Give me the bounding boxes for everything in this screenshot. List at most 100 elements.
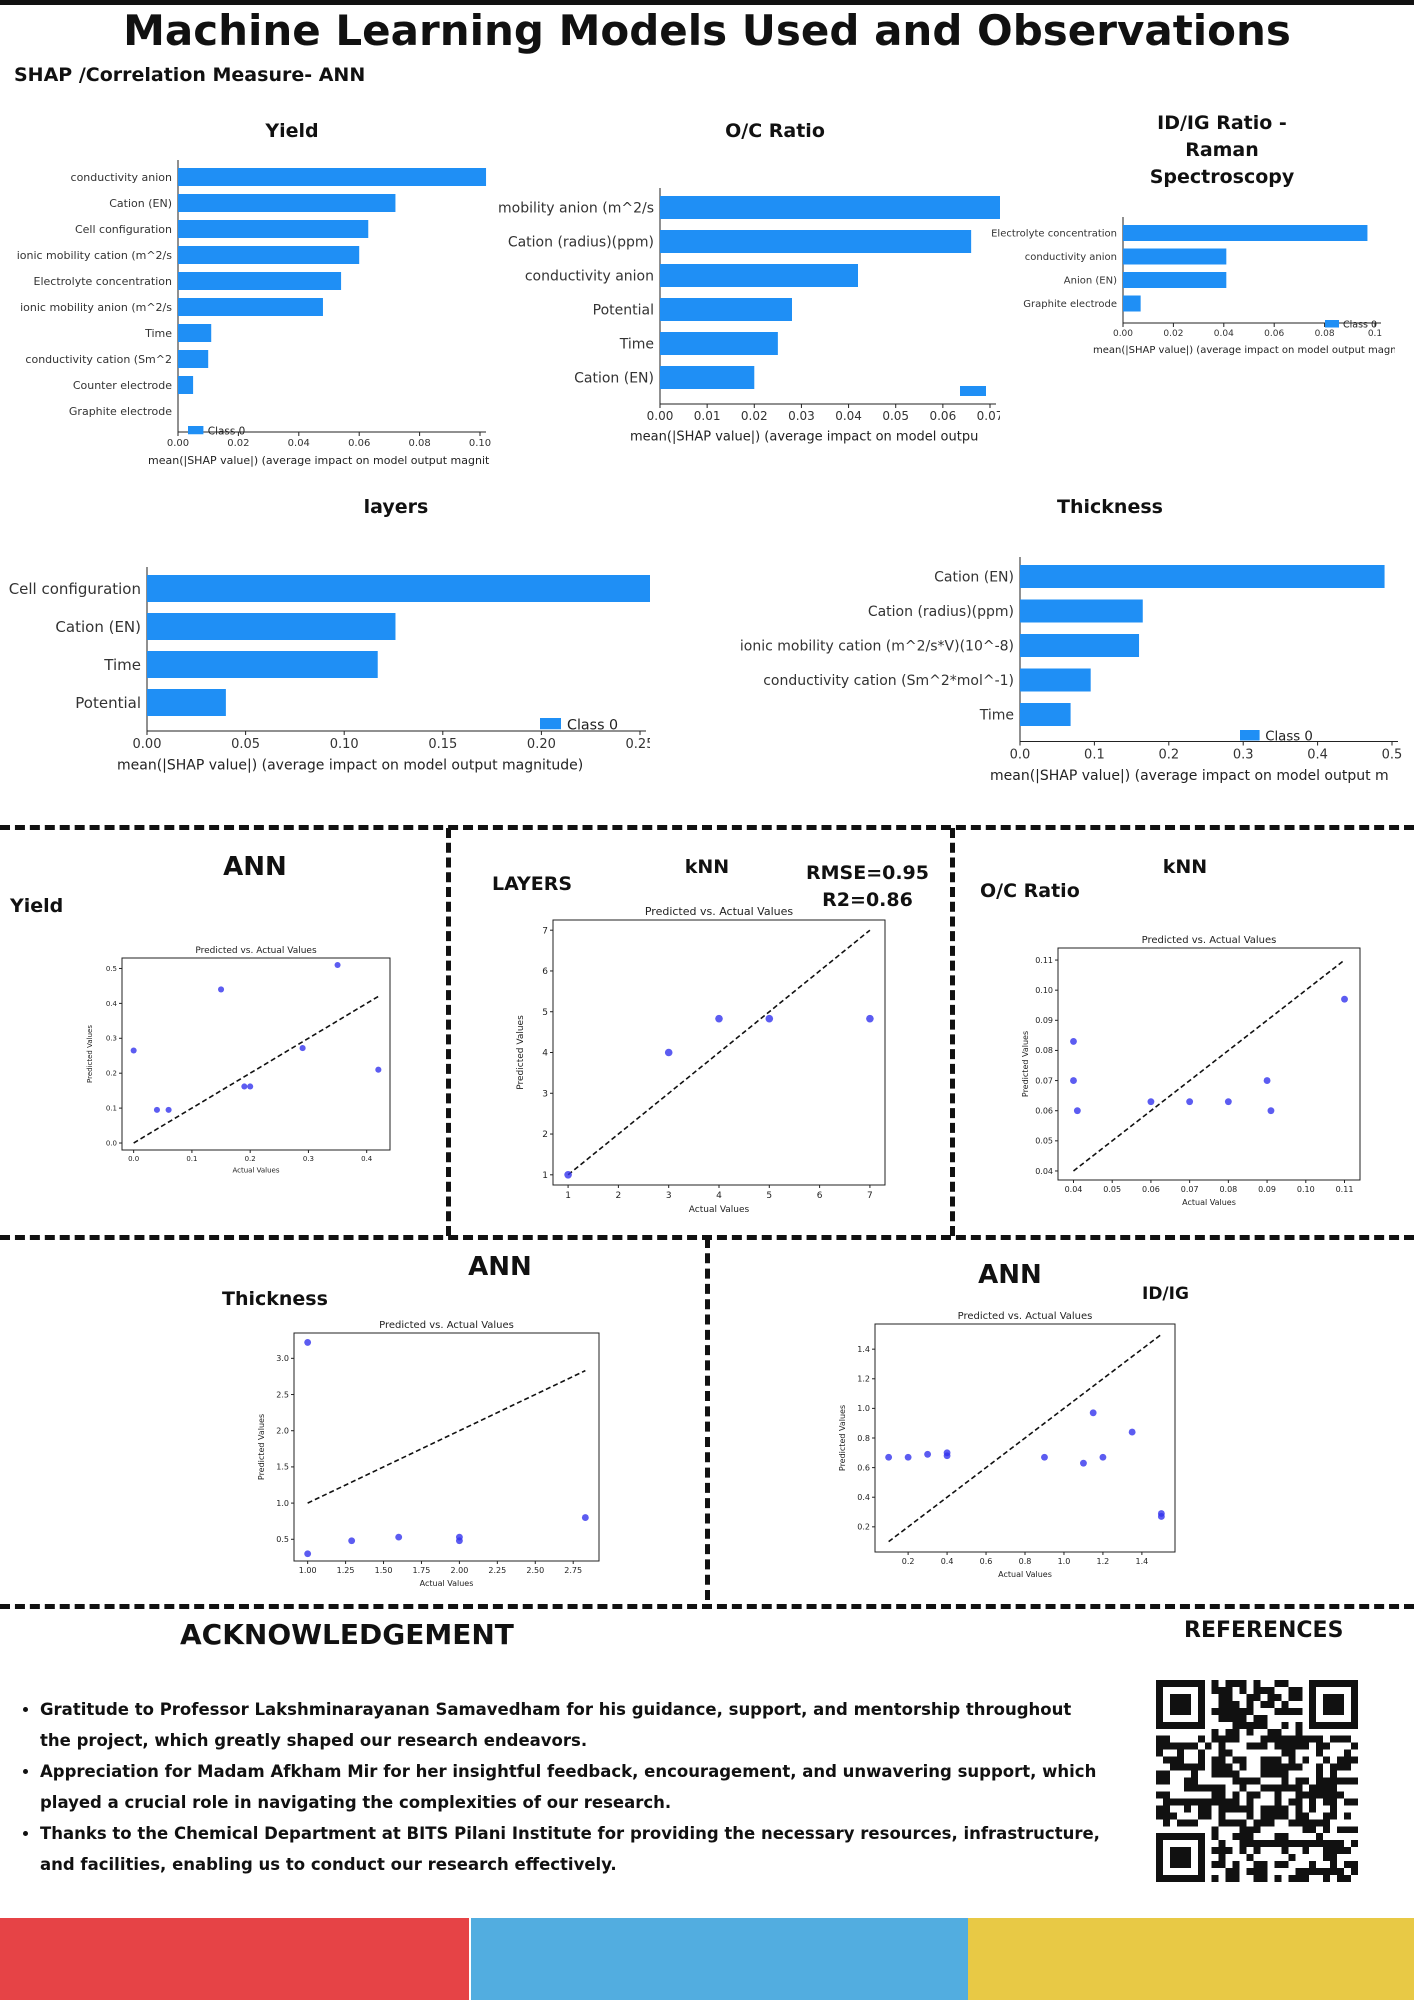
qr-module	[1330, 1770, 1338, 1778]
qr-module	[1337, 1847, 1345, 1855]
qr-module	[1246, 1812, 1254, 1820]
feature-label: Time	[619, 336, 654, 352]
qr-code-icon[interactable]	[1156, 1680, 1358, 1882]
qr-module	[1197, 1812, 1205, 1820]
qr-module	[1274, 1791, 1282, 1799]
qr-module	[1260, 1805, 1268, 1813]
acknowledgement-item: Thanks to the Chemical Department at BIT…	[40, 1818, 1100, 1880]
qr-module	[1253, 1861, 1261, 1869]
qr-module	[1218, 1819, 1226, 1827]
x-tick-label: 0.02	[741, 409, 768, 423]
qr-module	[1232, 1714, 1240, 1722]
qr-module	[1156, 1805, 1163, 1813]
x-axis-label: Actual Values	[689, 1205, 750, 1215]
qr-module	[1253, 1847, 1261, 1855]
x-tick-label: 0.08	[408, 438, 430, 449]
qr-module	[1162, 1798, 1170, 1806]
data-point	[664, 1048, 673, 1057]
qr-module	[1323, 1847, 1331, 1855]
data-point	[885, 1453, 893, 1461]
qr-module	[1274, 1770, 1282, 1778]
qr-module	[1281, 1770, 1289, 1778]
plot-title: Predicted vs. Actual Values	[1142, 935, 1277, 946]
qr-module	[1169, 1812, 1177, 1820]
y-tick-label: 0.4	[857, 1493, 870, 1502]
x-tick-label: 0.1	[1084, 748, 1105, 763]
y-tick-label: 0.3	[106, 1035, 117, 1043]
qr-module	[1302, 1847, 1310, 1855]
qr-module	[1288, 1686, 1296, 1694]
shap-idig-title: ID/IG Ratio - Raman Spectroscopy	[1102, 110, 1342, 191]
qr-module	[1288, 1819, 1296, 1827]
qr-module	[1162, 1770, 1170, 1778]
qr-module	[1351, 1742, 1358, 1750]
qr-module	[1190, 1777, 1198, 1785]
qr-module	[1267, 1840, 1275, 1848]
ann-idig-model: ANN	[978, 1260, 1042, 1290]
data-point	[765, 1014, 774, 1023]
qr-module	[1211, 1847, 1219, 1855]
qr-module	[1274, 1875, 1282, 1882]
shap-section-title: SHAP /Correlation Measure- ANN	[14, 64, 366, 86]
qr-module	[1323, 1826, 1331, 1834]
qr-module	[1225, 1798, 1233, 1806]
qr-module	[1295, 1777, 1303, 1785]
qr-module	[1267, 1770, 1275, 1778]
qr-module	[1344, 1763, 1352, 1771]
qr-module	[1295, 1686, 1303, 1694]
qr-module	[1211, 1686, 1219, 1694]
data-point	[334, 961, 341, 969]
y-tick-label: 0.2	[106, 1070, 117, 1078]
feature-label: Time	[979, 707, 1014, 723]
qr-module	[1330, 1868, 1338, 1876]
x-axis-label: Actual Values	[998, 1570, 1052, 1579]
x-tick-label: 0.2	[902, 1557, 915, 1566]
qr-module	[1197, 1735, 1205, 1743]
qr-module	[1260, 1742, 1268, 1750]
qr-module	[1176, 1742, 1184, 1750]
qr-module	[1260, 1875, 1268, 1882]
qr-module	[1330, 1798, 1338, 1806]
x-tick-label: 0.06	[1264, 329, 1284, 339]
feature-label: conductivity anion	[1025, 252, 1117, 263]
qr-module	[1344, 1756, 1352, 1764]
qr-module	[1260, 1840, 1268, 1848]
plot-title: Predicted vs. Actual Values	[645, 905, 794, 918]
qr-module	[1218, 1763, 1226, 1771]
qr-module	[1246, 1833, 1254, 1841]
y-tick-label: 1.5	[276, 1463, 289, 1472]
x-tick-label: 2.25	[488, 1566, 506, 1575]
footer-red-block	[0, 1918, 469, 2000]
qr-module	[1351, 1861, 1358, 1869]
qr-module	[1302, 1875, 1310, 1882]
references-title: REFERENCES	[1184, 1618, 1344, 1643]
shap-bar	[1020, 668, 1091, 692]
qr-module	[1183, 1763, 1191, 1771]
qr-module	[1183, 1742, 1191, 1750]
qr-module	[1183, 1784, 1191, 1792]
qr-module	[1218, 1854, 1226, 1862]
qr-module	[1316, 1819, 1324, 1827]
qr-module	[1267, 1728, 1275, 1736]
qr-module	[1288, 1707, 1296, 1715]
qr-module	[1281, 1805, 1289, 1813]
qr-module	[1274, 1735, 1282, 1743]
qr-module	[1253, 1680, 1261, 1687]
x-tick-label: 0.08	[1219, 1185, 1237, 1194]
x-tick-label: 0.15	[428, 737, 457, 752]
qr-module	[1225, 1763, 1233, 1771]
feature-label: Cation (radius)(ppm)	[868, 604, 1014, 620]
x-tick-label: 0.4	[941, 1557, 954, 1566]
qr-module	[1197, 1756, 1205, 1764]
x-tick-label: 0.04	[1065, 1185, 1083, 1194]
qr-module	[1211, 1826, 1219, 1834]
y-tick-label: 0.8	[857, 1434, 870, 1443]
data-point	[153, 1106, 160, 1113]
feature-label: conductivity cation (Sm^2	[25, 353, 172, 366]
qr-module	[1239, 1847, 1247, 1855]
qr-module	[1232, 1735, 1240, 1743]
qr-module	[1246, 1721, 1254, 1729]
x-tick-label: 1	[565, 1191, 571, 1201]
shap-oc-chart: mobility anion (m^2/s Cation (radius)(ppm…	[498, 188, 1000, 444]
qr-module	[1288, 1854, 1296, 1862]
